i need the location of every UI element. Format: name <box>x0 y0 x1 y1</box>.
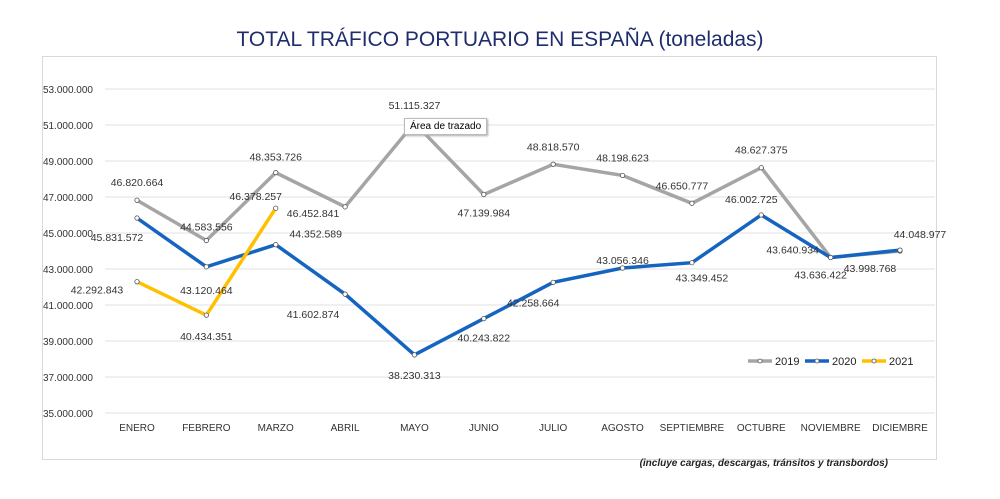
tooltip: Área de trazado <box>404 118 488 135</box>
y-tick-label: 41.000.000 <box>43 301 93 312</box>
y-tick-label: 37.000.000 <box>43 373 93 384</box>
footnote: (incluye cargas, descargas, tránsitos y … <box>639 458 888 469</box>
y-tick-label: 53.000.000 <box>43 85 93 96</box>
data-label: 42.258.664 <box>507 297 560 309</box>
data-point-2020[interactable] <box>273 242 279 248</box>
data-label: 44.048.977 <box>894 229 947 241</box>
x-tick-label: ABRIL <box>331 423 360 434</box>
data-label: 48.353.726 <box>249 152 302 164</box>
data-label: 47.139.984 <box>458 207 511 219</box>
data-label: 46.002.725 <box>725 194 778 206</box>
data-point-2019[interactable] <box>481 191 487 198</box>
y-tick-label: 49.000.000 <box>43 157 93 168</box>
x-tick-label: AGOSTO <box>601 423 644 434</box>
data-label: 43.056.346 <box>596 255 649 267</box>
data-label: 43.998.768 <box>844 263 897 275</box>
y-tick-label: 47.000.000 <box>43 193 93 204</box>
legend-marker <box>757 358 763 364</box>
data-point-2020[interactable] <box>134 215 140 221</box>
data-label: 46.452.841 <box>287 208 340 220</box>
data-point-2019[interactable] <box>342 204 348 210</box>
data-label: 43.120.464 <box>180 285 233 297</box>
data-point-2020[interactable] <box>689 260 695 266</box>
data-label: 43.636.422 <box>794 270 847 282</box>
data-point-2020[interactable] <box>828 254 834 261</box>
data-point-2019[interactable] <box>550 161 556 167</box>
series-line-2019 <box>136 120 901 260</box>
data-label: 44.352.589 <box>289 229 342 241</box>
data-label: 44.583.556 <box>180 221 233 233</box>
data-point-2020[interactable] <box>758 212 764 218</box>
data-point-2021[interactable] <box>134 279 140 285</box>
data-point-2019[interactable] <box>203 237 209 244</box>
data-label: 43.640.934 <box>766 244 819 256</box>
legend-label-2021[interactable]: 2021 <box>889 356 913 368</box>
series-line-2020 <box>135 212 901 357</box>
legend-label-2019[interactable]: 2019 <box>775 356 799 368</box>
y-tick-label: 45.000.000 <box>43 229 93 240</box>
data-label: 46.650.777 <box>656 180 709 192</box>
data-point-2020[interactable] <box>203 264 209 270</box>
data-label: 45.831.572 <box>91 232 144 244</box>
data-label: 40.243.822 <box>458 333 511 345</box>
x-tick-label: NOVIEMBRE <box>801 423 861 434</box>
x-tick-label: OCTUBRE <box>737 423 786 434</box>
y-tick-label: 43.000.000 <box>43 265 93 276</box>
data-label: 41.602.874 <box>287 309 340 321</box>
y-tick-label: 35.000.000 <box>43 409 93 420</box>
x-tick-label: FEBRERO <box>182 423 231 434</box>
x-tick-label: JUNIO <box>469 423 499 434</box>
chart-area[interactable] <box>42 56 937 460</box>
data-label: 48.627.375 <box>735 145 788 157</box>
legend-marker <box>814 358 820 364</box>
data-label: 46.820.664 <box>111 177 164 189</box>
data-point-2021[interactable] <box>203 312 209 318</box>
data-point-2019[interactable] <box>134 197 140 203</box>
data-point-2020[interactable] <box>550 279 556 285</box>
x-tick-label: SEPTIEMBRE <box>660 423 725 434</box>
data-point-2019[interactable] <box>689 200 695 206</box>
legend-marker <box>871 358 877 364</box>
data-point-2020[interactable] <box>342 291 348 297</box>
data-label: 43.349.452 <box>676 273 729 285</box>
data-point-2019[interactable] <box>758 165 764 171</box>
data-label: 38.230.313 <box>388 370 441 382</box>
chart-title: TOTAL TRÁFICO PORTUARIO EN ESPAÑA (tonel… <box>236 28 764 51</box>
data-point-2019[interactable] <box>619 172 626 179</box>
x-tick-label: DICIEMBRE <box>872 423 928 434</box>
data-label: 48.198.623 <box>596 152 649 164</box>
x-tick-label: MAYO <box>400 423 429 434</box>
data-point-2020[interactable] <box>897 247 903 253</box>
data-label: 42.292.843 <box>71 285 124 297</box>
data-point-2020[interactable] <box>481 316 487 322</box>
data-label: 40.434.351 <box>180 331 233 343</box>
data-label: 51.115.327 <box>389 100 441 112</box>
y-tick-label: 39.000.000 <box>43 337 93 348</box>
data-point-2021[interactable] <box>273 205 279 211</box>
data-point-2020[interactable] <box>411 352 418 358</box>
data-point-2019[interactable] <box>273 170 279 176</box>
data-label: 48.818.570 <box>527 141 580 153</box>
x-tick-label: ENERO <box>119 423 155 434</box>
x-tick-label: MARZO <box>258 423 294 434</box>
y-tick-label: 51.000.000 <box>43 121 93 132</box>
data-label: 46.378.257 <box>229 191 282 203</box>
data-point-2020[interactable] <box>619 265 626 271</box>
legend-label-2020[interactable]: 2020 <box>832 356 856 368</box>
x-tick-label: JULIO <box>539 423 568 434</box>
